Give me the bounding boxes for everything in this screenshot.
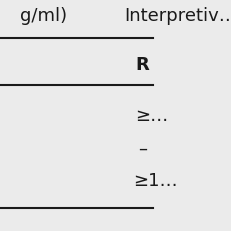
Text: Interpretiv…: Interpretiv… <box>124 7 231 25</box>
Text: ≥1…: ≥1… <box>133 171 177 189</box>
Text: –: – <box>137 139 146 157</box>
Text: g/ml): g/ml) <box>20 7 67 25</box>
Text: ≥…: ≥… <box>134 106 167 125</box>
Text: R: R <box>135 56 149 74</box>
